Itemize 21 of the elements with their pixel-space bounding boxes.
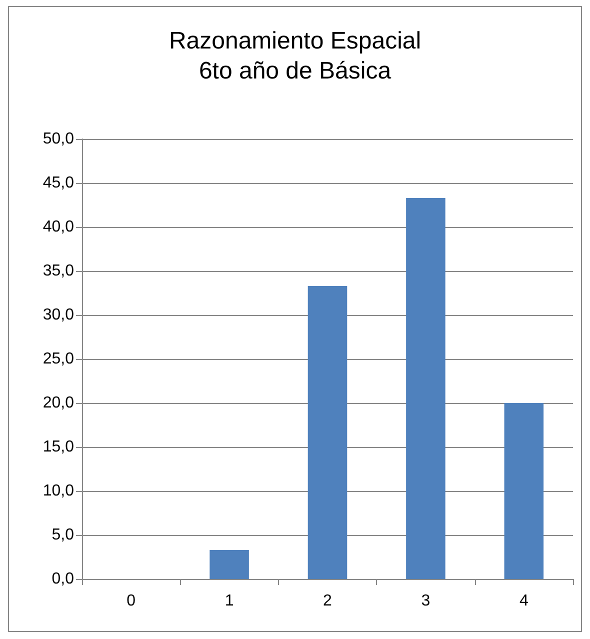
x-tick-label: 0 <box>126 592 136 610</box>
y-tick-label: 50,0 <box>42 130 74 148</box>
y-tick-label: 30,0 <box>42 306 74 324</box>
y-tick-label: 5,0 <box>52 526 74 544</box>
bar <box>504 403 544 579</box>
y-tick-label: 15,0 <box>42 438 74 456</box>
y-tick-label: 40,0 <box>42 218 74 236</box>
x-tick-label: 2 <box>323 592 332 610</box>
x-tick-label: 4 <box>519 592 528 610</box>
y-tick-label: 25,0 <box>42 350 74 368</box>
x-tick-label: 3 <box>421 592 430 610</box>
bar <box>308 286 348 579</box>
y-tick-label: 20,0 <box>42 394 74 412</box>
y-tick-label: 35,0 <box>42 262 74 280</box>
y-tick-label: 45,0 <box>42 174 74 192</box>
chart-title: Razonamiento Espacial 6to año de Básica <box>168 28 422 84</box>
x-tick-label: 1 <box>224 592 234 610</box>
bar <box>210 550 249 579</box>
bar <box>406 198 446 579</box>
y-tick-label: 0,0 <box>52 570 74 588</box>
y-tick-label: 10,0 <box>42 482 74 500</box>
